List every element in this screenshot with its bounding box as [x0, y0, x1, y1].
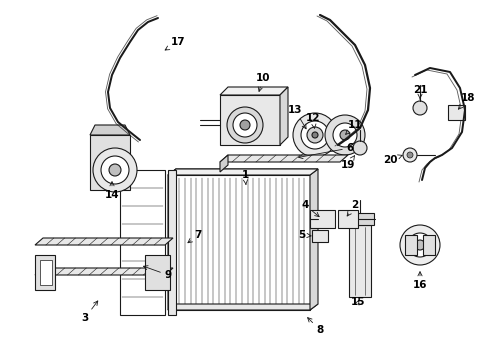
Circle shape	[402, 148, 416, 162]
Text: 10: 10	[255, 73, 270, 91]
Text: 15: 15	[350, 297, 365, 307]
Circle shape	[332, 123, 356, 147]
Text: 21: 21	[412, 85, 427, 99]
Polygon shape	[40, 260, 52, 285]
Circle shape	[407, 233, 431, 257]
Polygon shape	[337, 210, 357, 228]
Polygon shape	[35, 268, 173, 275]
Polygon shape	[120, 170, 164, 315]
Circle shape	[406, 152, 412, 158]
Circle shape	[232, 113, 257, 137]
Text: 12: 12	[305, 113, 320, 128]
Text: 11: 11	[345, 120, 362, 134]
Circle shape	[306, 127, 323, 143]
Circle shape	[414, 240, 424, 250]
Polygon shape	[311, 230, 327, 242]
Polygon shape	[35, 238, 173, 245]
Polygon shape	[404, 235, 416, 255]
Polygon shape	[168, 170, 176, 315]
Text: 16: 16	[412, 272, 427, 290]
Circle shape	[412, 101, 426, 115]
Polygon shape	[168, 304, 317, 310]
Circle shape	[352, 141, 366, 155]
Circle shape	[292, 113, 336, 157]
Polygon shape	[422, 235, 434, 255]
Polygon shape	[280, 87, 287, 145]
Text: 9: 9	[143, 266, 171, 280]
Polygon shape	[145, 255, 170, 290]
Text: 17: 17	[165, 37, 185, 50]
Polygon shape	[346, 213, 373, 225]
Polygon shape	[90, 135, 130, 190]
Text: 6: 6	[298, 143, 353, 159]
Polygon shape	[447, 105, 464, 120]
Polygon shape	[220, 155, 347, 162]
Polygon shape	[168, 175, 309, 310]
Circle shape	[101, 156, 129, 184]
Circle shape	[109, 164, 121, 176]
Text: 13: 13	[287, 105, 305, 129]
Polygon shape	[309, 169, 317, 310]
Polygon shape	[168, 169, 317, 175]
Circle shape	[325, 115, 364, 155]
Circle shape	[399, 225, 439, 265]
Polygon shape	[90, 125, 130, 135]
Circle shape	[339, 130, 349, 140]
Polygon shape	[220, 95, 280, 145]
Text: 20: 20	[382, 155, 401, 165]
Polygon shape	[168, 169, 317, 175]
Text: 14: 14	[104, 182, 119, 200]
Circle shape	[311, 132, 317, 138]
Text: 7: 7	[187, 230, 201, 243]
Polygon shape	[220, 155, 227, 172]
Polygon shape	[168, 169, 176, 310]
Circle shape	[93, 148, 137, 192]
Text: 3: 3	[81, 301, 98, 323]
Circle shape	[226, 107, 263, 143]
Polygon shape	[348, 225, 370, 297]
Text: 5: 5	[298, 230, 310, 240]
Polygon shape	[35, 255, 55, 290]
Text: 1: 1	[241, 170, 248, 184]
Polygon shape	[309, 210, 334, 228]
Text: 19: 19	[340, 156, 354, 170]
Text: 8: 8	[307, 318, 323, 335]
Circle shape	[240, 120, 249, 130]
Text: 18: 18	[457, 93, 474, 109]
Polygon shape	[220, 87, 287, 95]
Circle shape	[301, 121, 328, 149]
Text: 4: 4	[301, 200, 319, 217]
Text: 2: 2	[346, 200, 358, 216]
